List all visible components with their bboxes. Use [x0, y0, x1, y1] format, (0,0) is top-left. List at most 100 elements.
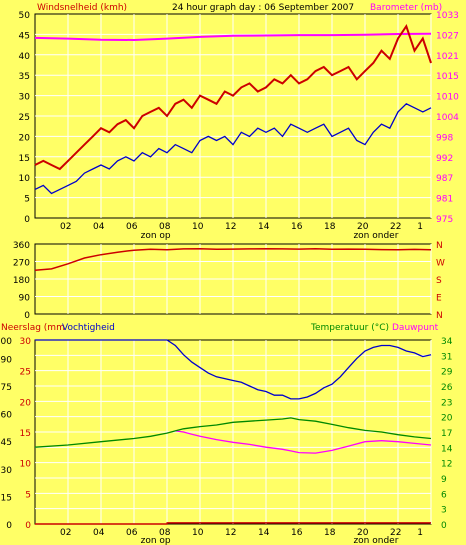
rain-axis-tick-label: 5: [25, 490, 31, 500]
temperature-axis-tick-label: 26: [441, 383, 453, 393]
x-axis-tick-label: 06: [126, 528, 138, 538]
wind-axis-title: Windsnelheid (kmh): [37, 3, 127, 13]
temperature-axis-title: Temperatuur (°C): [310, 323, 389, 333]
humidity-series-line: [35, 339, 432, 400]
x-axis-tick-label: 08: [159, 528, 171, 538]
temperature-axis-tick-label: 9: [441, 475, 447, 485]
x-axis-tick-label: 12: [225, 222, 236, 232]
x-axis-tick-label: 02: [60, 222, 71, 232]
rain-axis-tick-label: 15: [20, 429, 31, 439]
dewpoint-series-line: [175, 430, 432, 454]
wind-axis-tick-label: 5: [24, 195, 30, 205]
humidity-axis-title: Vochtigheid: [62, 323, 115, 333]
temperature-axis-tick-label: 34: [441, 337, 453, 347]
humidity-axis-tick-label: 45: [1, 438, 12, 448]
x-axis-tick-label: 10: [192, 222, 204, 232]
rain-series-line: [35, 522, 431, 525]
rain-axis-title: Neerslag (mm: [1, 323, 65, 333]
barometer-axis-tick-label: 1021: [436, 52, 459, 62]
rain-axis-tick-label: 0: [25, 521, 31, 531]
barometer-axis-tick-label: 992: [436, 154, 453, 164]
rain-axis-tick-label: 30: [20, 337, 32, 347]
x-axis-tick-label: 22: [390, 528, 401, 538]
wind-axis-tick-label: 40: [19, 52, 31, 62]
wind-axis-tick-label: 30: [19, 93, 31, 103]
temperature-axis-tick-label: 31: [441, 352, 452, 362]
temperature-axis-tick-label: 3: [441, 506, 447, 516]
humidity-axis-tick-label: 60: [1, 411, 13, 421]
humidity-axis-tick-label: 15: [1, 493, 12, 503]
x-axis-tick-label: 14: [258, 222, 270, 232]
compass-direction-label: S: [436, 276, 442, 286]
x-axis-tick-label: 20: [357, 528, 369, 538]
x-axis-tick-label: 08: [159, 222, 171, 232]
compass-direction-label: E: [436, 294, 442, 304]
x-axis-tick-label: 02: [60, 528, 71, 538]
temperature-axis-tick-label: 12: [441, 460, 452, 470]
x-axis-tick-label: 18: [324, 528, 336, 538]
direction-axis-tick-label: 90: [19, 294, 31, 304]
x-axis-tick-label: 1: [417, 222, 423, 232]
compass-direction-label: N: [436, 241, 443, 251]
temperature-axis-tick-label: 0: [441, 521, 447, 531]
humidity-axis-tick-label: 100: [0, 337, 12, 347]
barometer-axis-tick-label: 1004: [436, 113, 459, 123]
sunrise-marker-label: zon op: [141, 231, 171, 241]
temperature-axis-tick-label: 20: [441, 414, 453, 424]
compass-direction-label: N: [436, 311, 443, 321]
wind-direction-series-line: [34, 247, 432, 272]
barometer-axis-title: Barometer (mb): [370, 3, 442, 13]
barometer-axis-tick-label: 1027: [436, 31, 459, 41]
wind-axis-tick-label: 20: [19, 133, 31, 143]
x-axis-tick-label: 1: [417, 528, 423, 538]
chart-title: 24 hour graph day : 06 September 2007: [172, 3, 354, 13]
direction-axis-tick-label: 270: [13, 259, 30, 269]
humidity-axis-tick-label: 0: [6, 521, 12, 531]
dewpoint-axis-title: Dauwpunt: [392, 323, 439, 333]
temperature-axis-tick-label: 29: [441, 368, 453, 378]
wind-average-series-line: [34, 103, 432, 195]
humidity-axis-tick-label: 90: [1, 355, 13, 365]
wind-axis-tick-label: 45: [19, 31, 30, 41]
temperature-axis-tick-label: 17: [441, 429, 452, 439]
wind-axis-tick-label: 50: [19, 11, 31, 21]
x-axis-tick-label: 22: [390, 222, 401, 232]
barometer-axis-tick-label: 1015: [436, 72, 459, 82]
barometer-axis-tick-label: 981: [436, 195, 453, 205]
rain-axis-tick-label: 20: [20, 398, 32, 408]
rain-axis-tick-label: 25: [20, 368, 31, 378]
direction-axis-tick-label: 360: [13, 241, 30, 251]
barometer-axis-tick-label: 1033: [436, 11, 459, 21]
humidity-axis-tick-label: 30: [1, 466, 13, 476]
barometer-axis-tick-label: 987: [436, 174, 453, 184]
x-axis-tick-label: 20: [357, 222, 369, 232]
wind-axis-tick-label: 0: [24, 215, 30, 225]
sunset-marker-label: zon onder: [353, 231, 398, 241]
x-axis-tick-label: 16: [291, 222, 303, 232]
sunset-marker-label: zon onder: [353, 536, 398, 545]
wind-axis-tick-label: 35: [19, 72, 30, 82]
temperature-axis-tick-label: 14: [441, 444, 453, 454]
wind-axis-tick-label: 10: [19, 174, 31, 184]
barometer-axis-tick-label: 998: [436, 133, 453, 143]
x-axis-tick-label: 06: [126, 222, 138, 232]
wind-gust-series-line: [34, 23, 432, 171]
x-axis-tick-label: 04: [93, 222, 105, 232]
x-axis-tick-label: 10: [192, 528, 204, 538]
sunrise-marker-label: zon op: [141, 536, 171, 545]
wind-axis-tick-label: 15: [19, 154, 30, 164]
x-axis-tick-label: 12: [225, 528, 236, 538]
rain-axis-tick-label: 10: [20, 460, 32, 470]
wind-axis-tick-label: 25: [19, 113, 30, 123]
x-axis-tick-label: 04: [93, 528, 105, 538]
x-axis-tick-label: 16: [291, 528, 303, 538]
barometer-series-line: [34, 32, 432, 42]
x-axis-tick-label: 18: [324, 222, 336, 232]
direction-axis-tick-label: 180: [13, 276, 30, 286]
barometer-axis-tick-label: 975: [436, 215, 453, 225]
barometer-axis-tick-label: 1010: [436, 93, 459, 103]
x-axis-tick-label: 14: [258, 528, 270, 538]
temperature-axis-tick-label: 23: [441, 398, 452, 408]
